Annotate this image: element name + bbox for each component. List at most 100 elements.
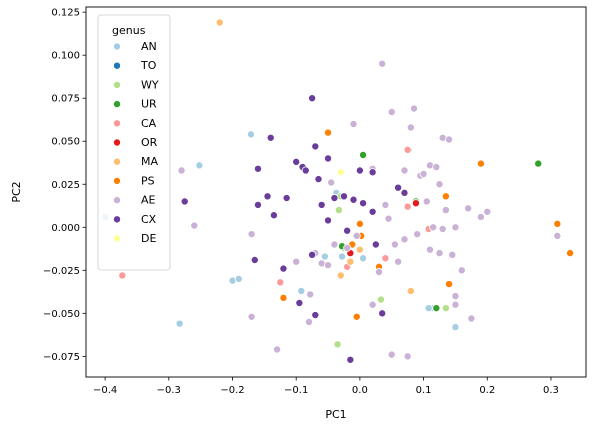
point-ps <box>355 219 364 228</box>
point-ae <box>387 350 396 359</box>
point-an <box>234 274 243 283</box>
x-tick-label: 0.1 <box>416 385 432 396</box>
point-ae <box>435 249 444 258</box>
legend-label-ca: CA <box>141 117 157 130</box>
point-ae <box>177 166 186 175</box>
point-ae <box>435 180 444 189</box>
point-ae <box>410 104 419 113</box>
point-ma <box>336 271 345 280</box>
point-cx <box>269 211 278 220</box>
point-cx <box>180 197 189 206</box>
point-wy <box>333 340 342 349</box>
x-tick-label: −0.2 <box>220 385 244 396</box>
point-cx <box>279 264 288 273</box>
point-ae <box>432 163 441 172</box>
point-cx <box>324 216 333 225</box>
point-or <box>411 199 420 208</box>
y-tick-label: 0.000 <box>51 223 80 234</box>
point-ma <box>346 257 355 266</box>
point-an <box>195 161 204 170</box>
point-ae <box>451 300 460 309</box>
point-ae <box>381 200 390 209</box>
legend-label-or: OR <box>141 136 158 149</box>
y-tick-label: 0.100 <box>51 51 80 62</box>
y-tick-label: −0.075 <box>43 352 80 363</box>
point-cx <box>400 188 409 197</box>
points-layer <box>101 18 575 364</box>
point-cx <box>253 164 262 173</box>
point-ae <box>467 314 476 323</box>
legend-marker-ca <box>113 119 122 128</box>
point-an <box>424 304 433 313</box>
legend: genus AN TO WY UR CA OR MA PS AE CX DE <box>97 14 171 271</box>
point-ae <box>445 135 454 144</box>
x-tick-label: 0.3 <box>543 385 559 396</box>
point-ae <box>400 235 409 244</box>
legend-title: genus <box>112 24 146 37</box>
point-ae <box>476 212 485 221</box>
legend-label-wy: WY <box>141 78 159 91</box>
point-an <box>175 319 184 328</box>
legend-marker-wy <box>113 80 122 89</box>
y-axis: −0.075 −0.050 −0.025 0.000 0.025 0.050 0.075 0.… <box>43 8 86 363</box>
point-an <box>359 254 368 263</box>
point-ae <box>368 300 377 309</box>
legend-label-to: TO <box>140 59 157 72</box>
point-ur <box>359 150 368 159</box>
legend-label-ae: AE <box>141 194 156 207</box>
point-cx <box>314 175 323 184</box>
point-ae <box>343 243 352 252</box>
point-ae <box>457 266 466 275</box>
point-cx <box>263 192 272 201</box>
point-ae <box>400 166 409 175</box>
point-ae <box>403 352 412 361</box>
point-cx <box>355 166 364 175</box>
point-cx <box>282 194 291 203</box>
point-ae <box>406 123 415 132</box>
point-cx <box>308 94 317 103</box>
point-cx <box>324 154 333 163</box>
point-ae <box>441 206 450 215</box>
point-cx <box>349 195 358 204</box>
point-ps <box>324 128 333 137</box>
y-tick-label: −0.025 <box>43 266 80 277</box>
point-cx <box>317 200 326 209</box>
point-ae <box>429 223 438 232</box>
point-ae <box>306 290 315 299</box>
x-axis-title: PC1 <box>325 408 346 421</box>
point-ae <box>190 221 199 230</box>
x-tick-label: 0.0 <box>352 385 368 396</box>
point-ps <box>352 312 361 321</box>
legend-marker-ur <box>113 100 122 109</box>
legend-marker-to <box>113 61 122 70</box>
point-wy <box>334 206 343 215</box>
point-cx <box>266 133 275 142</box>
point-ma <box>215 18 224 27</box>
point-ca <box>118 271 127 280</box>
point-wy <box>376 295 385 304</box>
y-tick-label: −0.050 <box>43 309 80 320</box>
point-an <box>246 130 255 139</box>
point-cx <box>330 194 339 203</box>
point-an <box>451 323 460 332</box>
point-ae <box>464 204 473 213</box>
point-cx <box>292 157 301 166</box>
point-cx <box>311 142 320 151</box>
point-ae <box>419 169 428 178</box>
point-ae <box>438 224 447 233</box>
x-tick-label: −0.4 <box>93 385 117 396</box>
y-tick-label: 0.075 <box>51 94 80 105</box>
x-tick-label: 0.2 <box>479 385 495 396</box>
point-ps <box>441 192 450 201</box>
point-ae <box>394 257 403 266</box>
point-ca <box>381 254 390 263</box>
point-ca <box>403 145 412 154</box>
point-ps <box>476 159 485 168</box>
legend-label-de: DE <box>141 232 156 245</box>
legend-marker-de <box>113 234 122 243</box>
legend-marker-an <box>113 42 122 51</box>
point-cx <box>371 240 380 249</box>
point-ae <box>247 230 256 239</box>
point-ae <box>422 197 431 206</box>
